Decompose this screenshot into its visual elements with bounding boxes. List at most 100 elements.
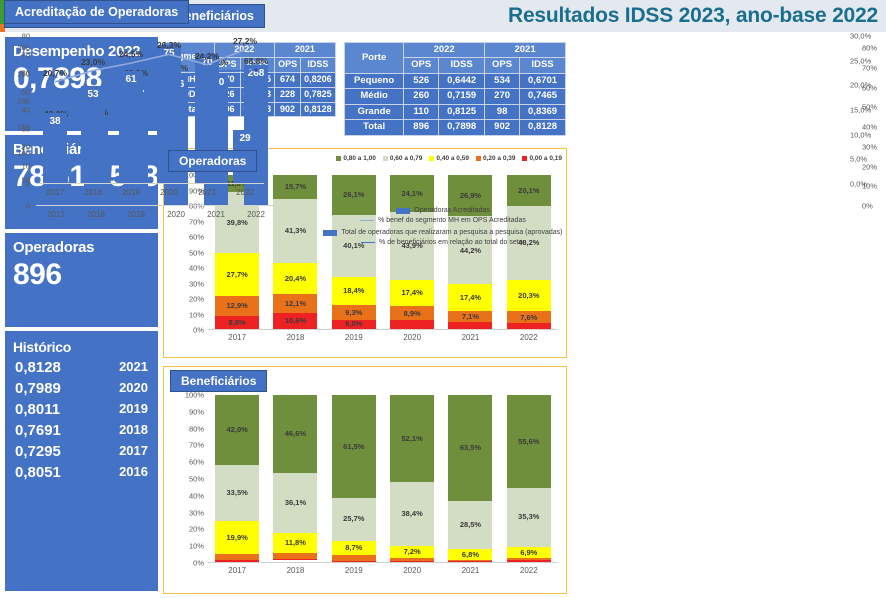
bar-segment: 24,1% [390,175,435,213]
y-tick-right: 70% [862,63,878,73]
legend-line [361,242,376,243]
line-series [54,49,246,83]
y-tick-left: 200 [17,96,30,106]
y-tick-right: 25,0% [850,56,872,66]
green-accent-bar [0,0,5,24]
y-tick-left: 70 [21,50,30,59]
bar-segment: 20,3% [506,280,551,312]
stacked-bar-chart-beneficiarios: 0% 10% 20% 30% 40% 50% 60% 70% 80% 90% 100% 42,0% 33… [164,367,566,593]
bar-value-label: 11,8% [285,538,306,548]
bar-segment: 17,4% [448,284,493,312]
bar-value-label: 20,4% [284,273,307,283]
x-axis: 2017 2018 2019 2020 2021 2022 [36,210,276,219]
y-tick: 50% [188,474,204,484]
x-tick: 2020 [167,210,185,219]
x-tick: 2022 [236,188,254,197]
bar-value-label: 70 [201,57,213,69]
bar-segment: 7,2% [390,546,435,559]
legend-label: 0,80 a 1,00 [343,155,376,162]
y-tick-left: 30 [21,124,30,133]
bar-segment: 19,9% [215,520,260,555]
bar-segment: 20,4% [273,262,318,295]
bar-segment: 25,7% [331,497,376,541]
x-tick: 2021 [461,566,480,575]
table-cell: 902 [274,101,302,118]
bar-segment: 28,5% [448,501,493,549]
bar-value-label: 26,9% [459,190,482,200]
table-group-header: 2021 [274,42,336,58]
bar-value-label: 15,7% [284,182,307,192]
y-tick-left: 0 [25,179,30,189]
historico-title: Histórico [13,339,71,355]
panel-badge-operadoras: Operadoras [168,150,258,172]
historico-value: 0,8051 [15,464,61,481]
line-point-label: 24,2% [194,50,220,61]
y-tick: 90% [188,186,204,195]
chart-legend: Total de operadoras que realizaram a pes… [0,226,886,246]
bar-segment: 8,9% [390,306,435,321]
legend-swatch [323,229,338,236]
bar-value-label: 35,3% [518,512,540,522]
bar-value-label: 53 [87,88,99,100]
bar-segment: 38,4% [390,482,435,547]
y-tick-left: 80 [21,31,30,41]
table-group-header: 2022 [403,41,486,59]
bar-value-label: 63,5% [459,443,482,453]
stacked-bar: 55,6% 35,3% 6,9% [506,395,551,562]
table-row: Pequeno 526 0,6442 534 0,6701 [343,72,566,90]
bar-value-label: 8,6% [228,317,246,327]
bar-value-label: 46,6% [284,429,307,439]
y-tick: 50% [188,248,204,257]
line-point-label: 20,7% [42,67,68,78]
y-tick: 100% [184,390,204,400]
bar-segment: 10,6% [273,312,318,329]
y-tick-left: 50 [21,87,30,96]
bar-value-label: 10,6% [284,316,307,326]
panel-badge-acreditacao: Acreditação de Operadoras [4,0,190,24]
table-cell: 0,8128 [300,101,336,118]
y-tick: 70% [188,217,204,226]
y-tick-right: 30,0% [850,31,872,41]
bar: 53 [81,85,105,183]
x-tick: 2019 [127,210,145,219]
y-tick: 0% [193,325,204,335]
bar-value-label: 20,3% [518,291,540,301]
y-tick: 100% [185,171,204,180]
y-tick-left: 50 [21,175,30,185]
bar-segment: 18,4% [331,276,376,306]
bar-segment: 6,0% [331,319,376,329]
stacked-bar: 46,6% 36,1% 11,8% [273,395,318,562]
legend-swatch [522,156,528,161]
y-tick-right: 60% [862,83,878,92]
x-tick: 2020 [403,566,422,575]
y-tick-right: 15,0% [850,105,872,115]
legend-swatch [396,207,411,214]
y-tick-left: 0 [25,201,30,211]
bar-segment: 36,1% [273,472,318,534]
kpi-card-historico: Histórico 0,8128 2021 0,7989 2020 0,8011 2019… [4,330,159,592]
historico-list: 0,8128 2021 0,7989 2020 0,8011 2019 0,7691 2018… [5,357,158,483]
bar-segment [273,552,318,559]
bar-segment [390,558,435,561]
bar-segment: 40,1% [331,215,376,277]
y-tick-right: 40% [862,122,878,132]
historico-year: 2017 [119,443,148,458]
chart-legend: Operadoras Acreditadas % benef do segment… [0,204,886,224]
historico-year: 2020 [119,380,148,395]
bar-segment: 61,5% [331,395,376,498]
historico-row: 0,7295 2017 [5,441,158,462]
bar-value-label: 7,1% [461,311,480,321]
table-cell: 0,7898 [438,119,486,136]
table-sub-header: OPS [484,57,521,74]
bar-segment [506,558,551,561]
bar-segment: 26,9% [448,175,493,217]
bar-value-label: 19,9% [226,532,248,542]
y-tick-left: 10 [21,161,30,170]
bar-value-label: 36,1% [284,498,307,508]
bar-segment [215,554,260,561]
bar-segment [215,560,260,563]
legend-swatch [475,156,481,161]
table-cell: 0,8128 [519,119,566,136]
x-tick: 2019 [344,333,363,342]
legend-line [360,220,375,221]
